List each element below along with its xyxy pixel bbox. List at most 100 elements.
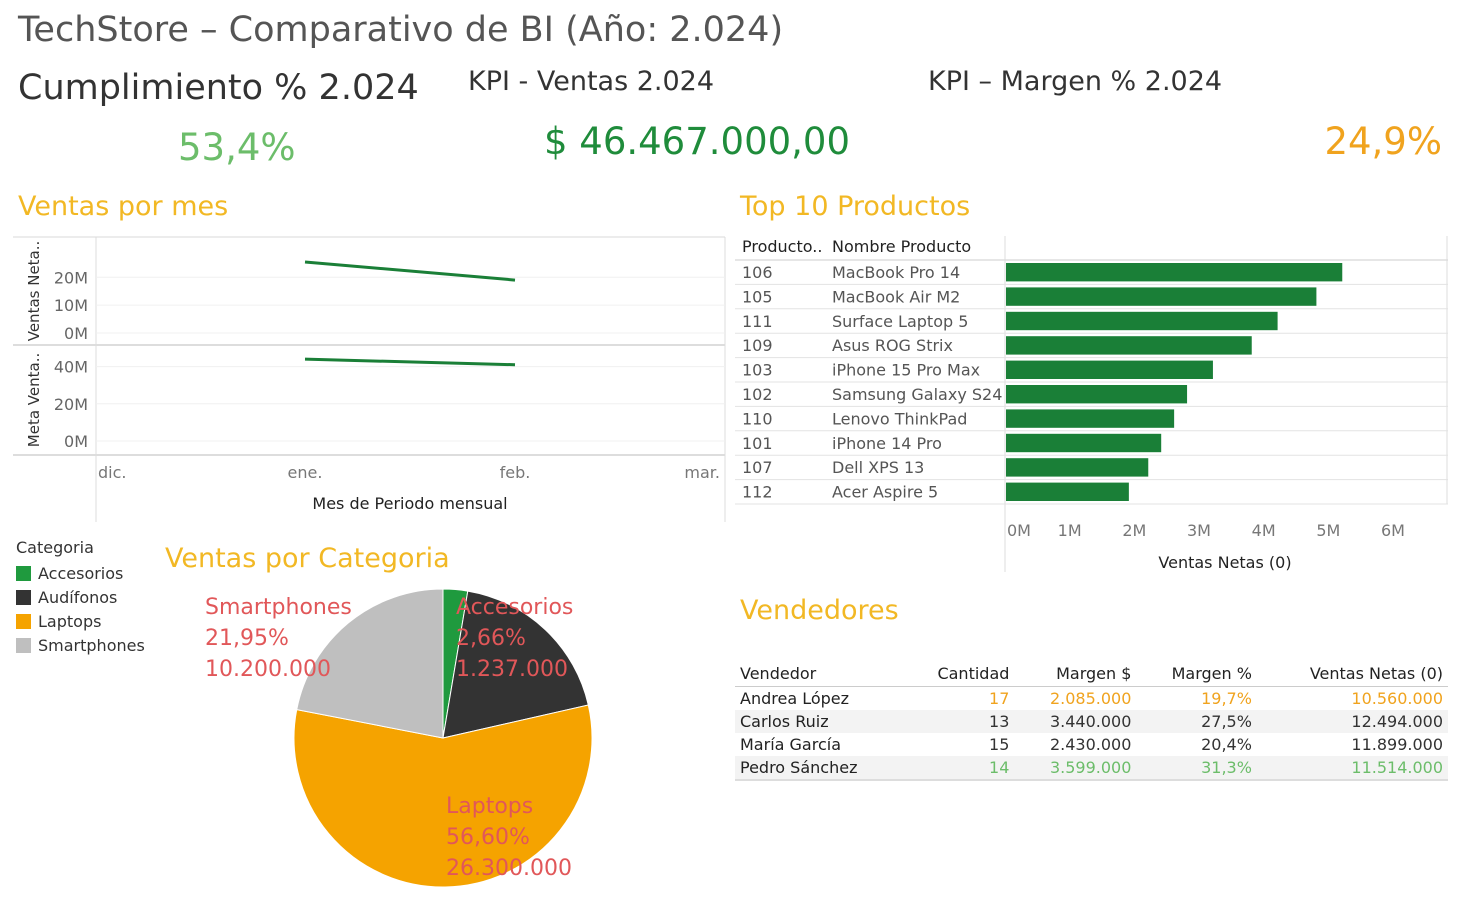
- vendedores-title: Vendedores: [740, 595, 899, 626]
- legend-label: Audífonos: [38, 587, 118, 607]
- cell-ventas: 10.560.000: [1351, 689, 1443, 708]
- legend-item[interactable]: Accesorios: [16, 561, 145, 585]
- product-name: Surface Laptop 5: [832, 312, 968, 331]
- cell-margen: 3.599.000: [1014, 756, 1137, 781]
- bar[interactable]: [1006, 409, 1175, 428]
- x-tick-label: 2M: [1122, 521, 1146, 540]
- table-header-row: Vendedor Cantidad Margen $ Margen % Vent…: [735, 660, 1448, 687]
- categoria-pie-chart[interactable]: [290, 585, 596, 891]
- legend-label: Accesorios: [38, 563, 124, 583]
- y-tick-label: 20M: [54, 395, 88, 414]
- x-tick-label: 4M: [1252, 521, 1276, 540]
- product-id: 107: [742, 458, 773, 477]
- table-row[interactable]: María García 15 2.430.000 20,4% 11.899.000: [735, 733, 1448, 756]
- cell-cantidad: 15: [989, 735, 1010, 754]
- series-line[interactable]: [304, 260, 516, 282]
- kpi-margen-label: KPI – Margen % 2.024: [928, 66, 1223, 97]
- x-axis-label: Ventas Netas (0): [1158, 553, 1291, 572]
- kpi-cumplimiento-label: Cumplimiento % 2.024: [18, 68, 419, 108]
- x-tick-label: 5M: [1316, 521, 1340, 540]
- pie-slice[interactable]: [293, 704, 593, 888]
- cell-margen-pct: 19,7%: [1201, 689, 1252, 708]
- product-id: 102: [742, 385, 773, 404]
- pie-slice[interactable]: [442, 590, 589, 739]
- legend-swatch: [16, 589, 31, 605]
- bar[interactable]: [1006, 287, 1317, 306]
- x-tick-label: 3M: [1187, 521, 1211, 540]
- bar[interactable]: [1006, 458, 1149, 477]
- legend-item[interactable]: Audífonos: [16, 585, 145, 609]
- kpi-ventas-label: KPI - Ventas 2.024: [468, 66, 715, 97]
- pie-label-accesorios: Accesorios 2,66% 1.237.000: [456, 592, 573, 685]
- y-tick-label: 10M: [54, 296, 88, 315]
- ventas-mes-line-chart[interactable]: 20M 10M 0M Ventas Neta.. 40M 20M 0M Meta Venta.…: [0, 230, 730, 525]
- bar[interactable]: [1006, 433, 1162, 453]
- cell-vendedor: Carlos Ruiz: [735, 710, 906, 733]
- pie-label-name: Laptops: [446, 794, 534, 819]
- legend-item[interactable]: Laptops: [16, 609, 145, 633]
- product-id: 111: [742, 312, 773, 331]
- product-name: Acer Aspire 5: [832, 483, 938, 502]
- pie-label-laptops: Laptops 56,60% 26.300.000: [446, 791, 572, 884]
- col-header-producto[interactable]: Producto..: [742, 237, 822, 256]
- x-tick-label: dic.: [98, 463, 126, 482]
- product-name: iPhone 14 Pro: [832, 434, 942, 453]
- product-name: Samsung Galaxy S24: [832, 385, 1002, 404]
- product-name: iPhone 15 Pro Max: [832, 361, 980, 380]
- bar[interactable]: [1006, 311, 1278, 331]
- y-axis-label: Meta Venta..: [25, 353, 43, 447]
- cell-ventas: 11.899.000: [1351, 735, 1443, 754]
- y-axis-label: Ventas Neta..: [25, 241, 43, 342]
- table-row[interactable]: Pedro Sánchez 14 3.599.000 31,3% 11.514.000: [735, 756, 1448, 781]
- vendedores-table: Vendedor Cantidad Margen $ Margen % Vent…: [735, 660, 1448, 781]
- col-header-nombre[interactable]: Nombre Producto: [832, 237, 971, 256]
- product-name: MacBook Air M2: [832, 287, 960, 306]
- product-name: Asus ROG Strix: [832, 336, 953, 355]
- col-header-margen[interactable]: Margen $: [1014, 660, 1137, 687]
- bar[interactable]: [1006, 360, 1213, 379]
- table-row[interactable]: Andrea López 17 2.085.000 19,7% 10.560.000: [735, 687, 1448, 711]
- col-header-margen-pct[interactable]: Margen %: [1136, 660, 1257, 687]
- cell-ventas: 12.494.000: [1256, 710, 1448, 733]
- col-header-cantidad[interactable]: Cantidad: [905, 660, 1015, 687]
- y-tick-label: 20M: [54, 268, 88, 287]
- x-tick-label: feb.: [500, 463, 531, 482]
- bar[interactable]: [1006, 482, 1129, 501]
- bar[interactable]: [1006, 336, 1252, 355]
- bar[interactable]: [1006, 385, 1188, 404]
- pie-label-value: 1.237.000: [456, 657, 568, 682]
- pie-label-percent: 21,95%: [205, 626, 289, 651]
- col-header-ventas[interactable]: Ventas Netas (0): [1256, 660, 1448, 687]
- top10-bar-chart[interactable]: Producto.. Nombre Producto 106 MacBook Pro …: [735, 232, 1450, 577]
- x-tick-label: 6M: [1381, 521, 1405, 540]
- kpi-ventas-value: $ 46.467.000,00: [544, 120, 850, 163]
- bar[interactable]: [1006, 263, 1343, 282]
- x-tick-label: ene.: [288, 463, 323, 482]
- legend-item[interactable]: Smartphones: [16, 633, 145, 657]
- legend-swatch: [16, 613, 31, 629]
- cell-vendedor: Andrea López: [740, 689, 850, 708]
- x-tick-label: mar.: [684, 463, 720, 482]
- top10-title: Top 10 Productos: [740, 191, 971, 222]
- pie-label-name: Smartphones: [205, 595, 352, 620]
- legend-swatch: [16, 565, 31, 581]
- categoria-title: Ventas por Categoria: [165, 543, 450, 574]
- cell-margen: 2.085.000: [1049, 689, 1132, 708]
- dashboard-title: TechStore – Comparativo de BI (Año: 2.02…: [18, 10, 784, 50]
- table-row[interactable]: Carlos Ruiz 13 3.440.000 27,5% 12.494.000: [735, 710, 1448, 733]
- product-name: Lenovo ThinkPad: [832, 409, 967, 428]
- pie-label-value: 10.200.000: [205, 657, 331, 682]
- product-name: Dell XPS 13: [832, 458, 924, 477]
- y-tick-label: 0M: [64, 432, 88, 451]
- legend-label: Laptops: [38, 611, 102, 631]
- legend-swatch: [16, 637, 31, 653]
- cell-ventas: 11.514.000: [1256, 756, 1448, 781]
- cell-margen: 2.430.000: [1049, 735, 1132, 754]
- x-axis-label: Mes de Periodo mensual: [312, 494, 507, 513]
- pie-slice[interactable]: [296, 588, 444, 739]
- series-line[interactable]: [304, 357, 516, 367]
- y-tick-label: 40M: [54, 358, 88, 377]
- cell-cantidad: 13: [905, 710, 1015, 733]
- col-header-vendedor[interactable]: Vendedor: [735, 660, 906, 687]
- pie-label-percent: 56,60%: [446, 825, 530, 850]
